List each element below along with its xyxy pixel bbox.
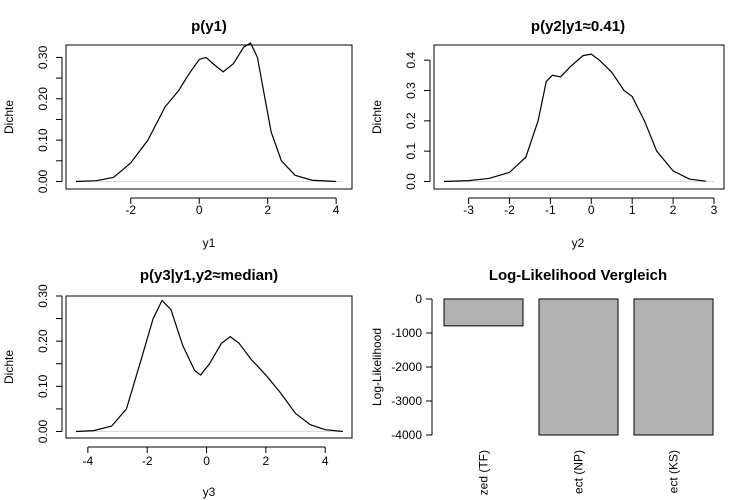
y-tick-label: 0.0 — [404, 173, 418, 190]
panel-p-y3: p(y3|y1,y2≈median) -4 -2 0 2 4 0.00 0.10 0.20 0.… — [2, 267, 353, 499]
x-tick-label: -2 — [504, 203, 515, 217]
x-axis-label: y3 — [203, 485, 216, 499]
x-tick-label: 1 — [629, 203, 636, 217]
bar — [633, 298, 714, 436]
y-tick-label: 0.00 — [36, 169, 50, 193]
x-category-label: ect (NP) — [572, 450, 586, 494]
y-tick-label: 0.20 — [36, 87, 50, 111]
chart-title: p(y3|y1,y2≈median) — [140, 267, 278, 284]
chart-title: p(y2|y1≈0.41) — [531, 18, 625, 35]
x-tick-label: 0 — [203, 454, 210, 468]
y-tick-label: 0.10 — [36, 374, 50, 398]
x-tick-label: -2 — [125, 203, 136, 217]
chart-title: Log-Likelihood Vergleich — [489, 267, 667, 284]
x-tick-label: 3 — [711, 203, 718, 217]
panel-p-y2: p(y2|y1≈0.41) -3 -2 -1 0 1 2 30.00.10.20.30.4 … — [370, 18, 725, 250]
y-tick-label: 0.4 — [404, 52, 418, 69]
x-tick-label: 4 — [322, 454, 329, 468]
panel-p-y1: p(y1) -2 0 2 4 0.00 0.10 0.20 0.30 y1 Dichte — [2, 18, 353, 250]
y-tick-label: 0.30 — [36, 45, 50, 69]
panel-log-likelihood: Log-Likelihood Vergleich 0 -1000 -2000 -300… — [370, 267, 714, 495]
x-tick-label: -2 — [142, 454, 153, 468]
y-tick-label: -1000 — [391, 326, 422, 340]
density-curve — [443, 53, 706, 183]
y-tick-label: 0.00 — [36, 419, 50, 443]
y-tick-label: -4000 — [391, 428, 422, 442]
y-tick-label: 0.10 — [36, 128, 50, 152]
plot-frame — [433, 44, 725, 190]
bars: zed (TF) ect (NP) ect (KS) — [443, 298, 714, 495]
chart-title: p(y1) — [191, 18, 227, 35]
y-tick-label: 0.2 — [404, 112, 418, 129]
y-tick-label: -2000 — [391, 360, 422, 374]
x-tick-label: 2 — [263, 454, 270, 468]
x-tick-label: 2 — [264, 203, 271, 217]
x-category-label: zed (TF) — [477, 450, 491, 495]
x-tick-label: 4 — [333, 203, 340, 217]
y-axis-label: Log-Likelihood — [370, 328, 384, 406]
plot-frame — [65, 44, 353, 190]
x-axis-label: y2 — [572, 236, 585, 250]
y-axis-label: Dichte — [2, 100, 16, 134]
x-tick-label: 2 — [670, 203, 677, 217]
y-tick-label: 0.30 — [36, 284, 50, 308]
axis-ticks: -3 -2 -1 0 1 2 3 0.0 0.1 0.2 0.3 0.4 — [404, 52, 718, 217]
axis-ticks: -4 -2 0 2 4 0.00 0.10 0.20 0.30 — [36, 284, 329, 468]
y-axis-label: Dichte — [2, 350, 16, 384]
bar — [443, 298, 524, 327]
plot-frame — [65, 295, 353, 439]
y-tick-label: 0.3 — [404, 82, 418, 99]
axis-ticks: -2 0 2 4 0.00 0.10 0.20 0.30 — [36, 45, 340, 217]
x-tick-label: -4 — [83, 454, 94, 468]
y-tick-label: 0.1 — [404, 143, 418, 160]
x-tick-label: -1 — [545, 203, 556, 217]
x-category-label: ect (KS) — [667, 450, 681, 493]
x-tick-label: -3 — [463, 203, 474, 217]
y-axis-label: Dichte — [370, 100, 384, 134]
y-tick-label: -3000 — [391, 394, 422, 408]
density-curve — [75, 299, 344, 433]
x-axis-label: y1 — [203, 236, 216, 250]
density-curve — [75, 42, 337, 183]
x-tick-label: 0 — [588, 203, 595, 217]
bar — [538, 298, 619, 436]
x-tick-label: 0 — [196, 203, 203, 217]
y-tick-label: 0 — [415, 292, 422, 306]
y-tick-label: 0.20 — [36, 329, 50, 353]
axis-ticks: 0 -1000 -2000 -3000 -4000 — [391, 292, 433, 442]
